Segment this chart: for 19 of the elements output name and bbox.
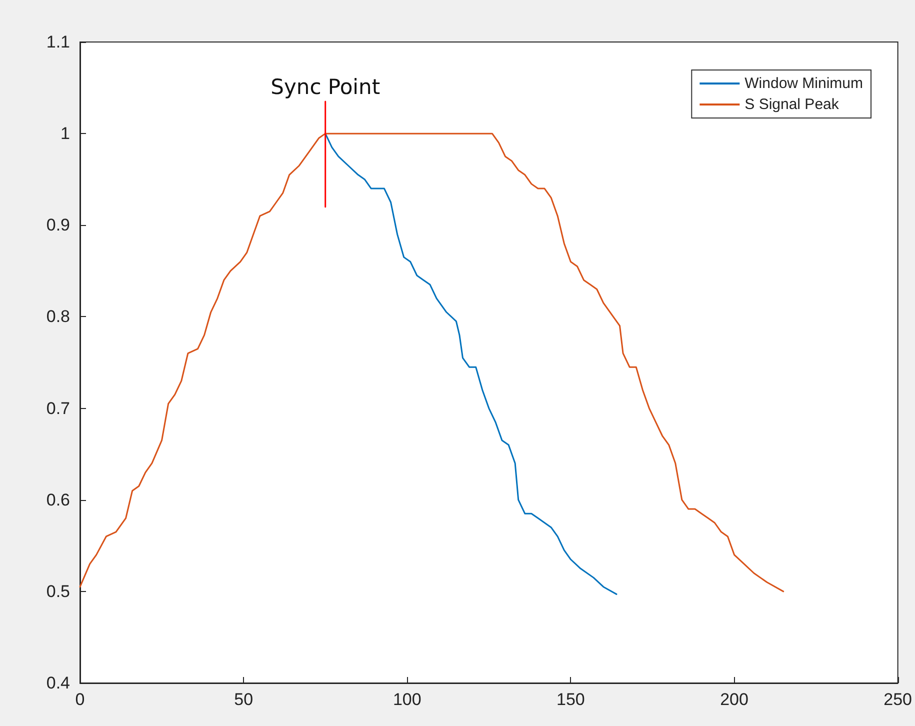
x-tick-label: 0	[75, 690, 85, 709]
line-series	[324, 132, 618, 595]
legend-label: Window Minimum	[744, 75, 864, 92]
annotation: Sync Point	[270, 75, 380, 100]
x-tick-label: 50	[234, 690, 254, 709]
y-tick-label: 0.5	[46, 582, 70, 601]
y-tick-label: 0.9	[46, 216, 70, 235]
line-series	[79, 132, 784, 592]
y-tick-label: 1.1	[46, 32, 70, 52]
y-tick-label: 0.8	[46, 307, 70, 326]
x-tick-label: 250	[884, 690, 912, 709]
x-tick-label: 150	[556, 690, 585, 709]
y-tick-label: 1	[60, 124, 70, 144]
y-tick-label: 0.7	[46, 398, 70, 418]
x-tick-label: 100	[392, 690, 422, 709]
y-tick-label: 0.6	[46, 490, 70, 510]
x-tick-label: 200	[720, 690, 748, 709]
legend-label: S Signal Peak	[744, 96, 840, 113]
y-tick-label: 0.4	[46, 674, 70, 692]
